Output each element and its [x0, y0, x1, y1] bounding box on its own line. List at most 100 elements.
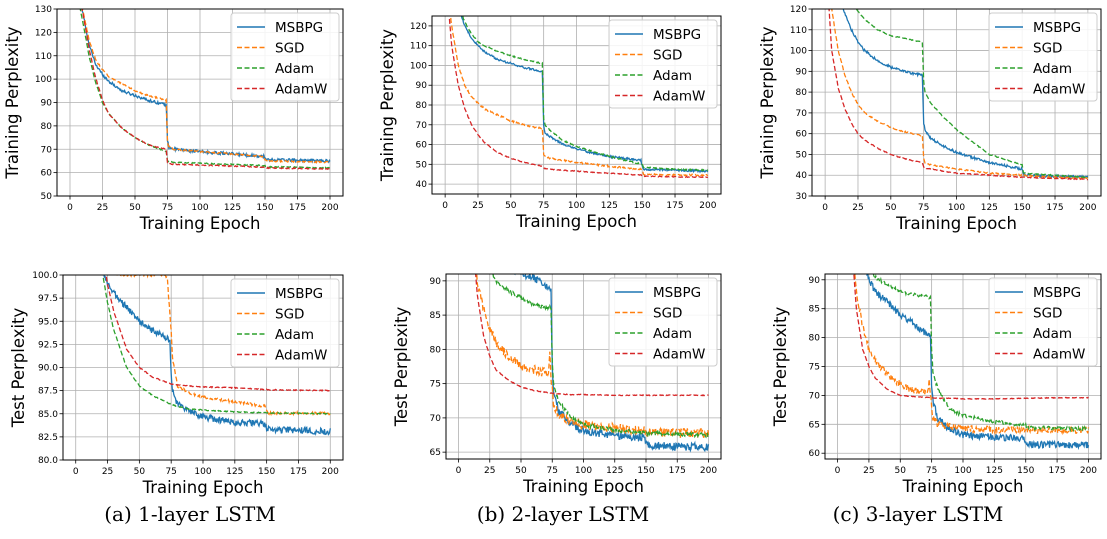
caption-c: (c) 3-layer LSTM [832, 502, 1004, 526]
legend-label: AdamW [275, 82, 327, 98]
chart-panel-5: 0 25 50 75 100 125 150 175 200 65 70 75 80 85 90 Traini… [392, 273, 722, 496]
x-tick-label: 175 [669, 466, 686, 476]
legend: MSBPG SGD Adam AdamW [988, 12, 1098, 102]
y-axis-label: Training Perplexity [758, 26, 777, 179]
series-line-adam [491, 274, 709, 439]
x-tick-label: 50 [134, 467, 146, 477]
series-line-adamw [828, 9, 1088, 181]
x-tick-label: 0 [822, 203, 828, 213]
caption-b: (b) 2-layer LSTM [476, 502, 650, 526]
y-tick-label: 120 [35, 28, 52, 38]
series-line-adamw [81, 9, 331, 171]
x-tick-label: 125 [981, 203, 998, 213]
y-tick-label: 110 [790, 26, 807, 36]
y-tick-label: 90 [416, 81, 428, 91]
series-line-adamw [853, 274, 1089, 401]
legend-label: MSBPG [1033, 285, 1081, 301]
legend-label: SGD [1033, 306, 1062, 322]
y-tick-label: 70 [796, 109, 808, 119]
chart-panel-4: 0 25 50 75 100 125 150 175 200 80.0 82.5 85.0 87.5 90… [9, 271, 344, 497]
y-tick-label: 60 [416, 141, 428, 151]
x-axis-label: Training Epoch [142, 478, 264, 497]
legend-label: MSBPG [653, 27, 701, 43]
y-axis-label: Training Perplexity [378, 29, 397, 182]
series-line-msbpg [460, 16, 709, 174]
y-tick-label: 60 [809, 449, 821, 459]
x-tick-label: 75 [547, 466, 558, 476]
legend-label: AdamW [275, 348, 327, 364]
y-tick-label: 80 [809, 334, 821, 344]
series-line-sgd [115, 275, 331, 417]
x-tick-label: 150 [634, 201, 651, 211]
y-axis-label: Test Perplexity [771, 307, 790, 428]
y-tick-label: 50 [41, 192, 53, 202]
legend-label: Adam [1033, 326, 1072, 342]
series-line-msbpg [103, 275, 331, 436]
y-tick-label: 70 [809, 391, 821, 401]
y-tick-label: 70 [416, 121, 428, 131]
x-axis-label: Training Epoch [139, 214, 261, 233]
y-tick-label: 97.5 [38, 294, 58, 304]
y-tick-label: 85 [430, 311, 441, 321]
legend-label: MSBPG [275, 286, 323, 302]
x-tick-label: 200 [1080, 466, 1097, 476]
x-axis-label: Training Epoch [522, 477, 644, 496]
y-tick-label: 70 [41, 145, 53, 155]
legend-label: SGD [653, 48, 682, 64]
x-axis-label: Training Epoch [902, 477, 1024, 496]
y-tick-label: 85 [809, 305, 820, 315]
legend-label: SGD [653, 306, 682, 322]
legend-box [988, 277, 1098, 367]
legend: MSBPG SGD Adam AdamW [608, 19, 718, 109]
x-tick-label: 150 [256, 203, 273, 213]
legend-label: SGD [275, 307, 304, 323]
y-tick-label: 120 [410, 22, 427, 32]
legend: MSBPG SGD Adam AdamW [988, 277, 1098, 367]
y-tick-label: 90 [796, 67, 808, 77]
x-tick-label: 125 [601, 201, 618, 211]
y-tick-label: 100 [790, 47, 807, 57]
legend-label: Adam [275, 327, 314, 343]
y-tick-label: 75 [430, 380, 441, 390]
legend-box [988, 12, 1098, 102]
x-tick-label: 200 [699, 201, 716, 211]
legend-label: SGD [275, 41, 304, 57]
x-tick-label: 50 [515, 466, 527, 476]
y-tick-label: 90 [430, 277, 442, 287]
y-tick-label: 92.5 [38, 340, 58, 350]
y-tick-label: 100 [35, 75, 52, 85]
y-tick-label: 87.5 [38, 387, 58, 397]
x-tick-label: 0 [456, 466, 462, 476]
y-tick-label: 50 [796, 150, 808, 160]
legend-label: Adam [275, 61, 314, 77]
y-tick-label: 100 [410, 61, 427, 71]
chart-panel-6: 0 25 50 75 100 125 150 175 200 60 65 70 75 80 85 90 Trai… [771, 273, 1102, 496]
series-line-adamw [475, 274, 709, 397]
x-tick-label: 50 [895, 466, 907, 476]
caption-a: (a) 1-layer LSTM [104, 502, 276, 526]
legend-label: Adam [1033, 61, 1072, 77]
legend-label: AdamW [1033, 347, 1085, 363]
legend-box [230, 278, 340, 368]
series-line-sgd [831, 9, 1089, 180]
y-tick-label: 65 [430, 448, 441, 458]
legend-label: AdamW [653, 89, 705, 105]
legend-label: MSBPG [653, 285, 701, 301]
x-tick-label: 175 [289, 203, 306, 213]
y-tick-label: 70 [430, 414, 442, 424]
x-tick-label: 125 [606, 466, 623, 476]
x-tick-label: 0 [835, 466, 841, 476]
x-axis-label: Training Epoch [515, 212, 637, 231]
series-line-sgd [449, 16, 709, 178]
legend-label: Adam [653, 68, 692, 84]
x-tick-label: 25 [852, 203, 863, 213]
series-line-adam [855, 9, 1089, 179]
x-tick-label: 75 [165, 467, 176, 477]
x-tick-label: 25 [102, 467, 113, 477]
x-tick-label: 175 [666, 201, 683, 211]
y-tick-label: 30 [796, 192, 808, 202]
x-tick-label: 175 [1048, 466, 1065, 476]
x-tick-label: 200 [322, 467, 339, 477]
y-tick-label: 40 [796, 171, 808, 181]
